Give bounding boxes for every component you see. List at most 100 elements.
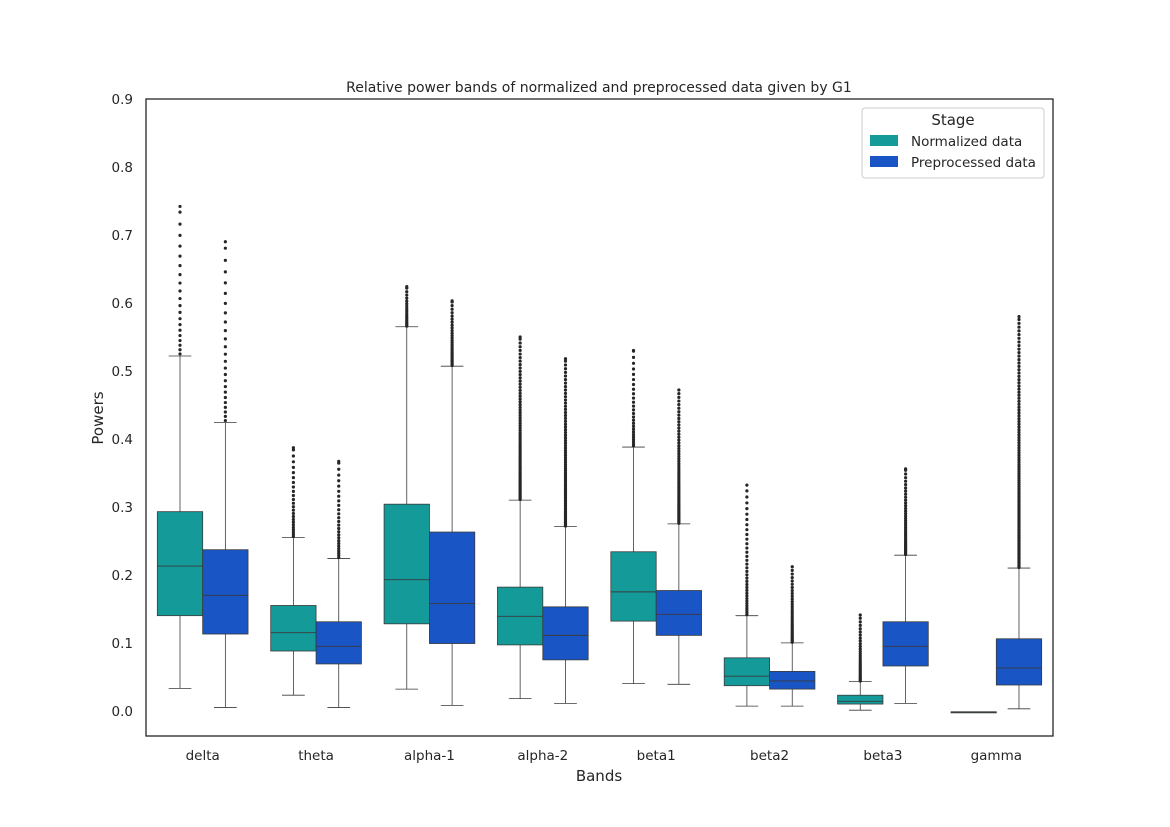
flier-point	[904, 509, 908, 513]
flier-point	[677, 410, 681, 414]
flier-point	[1017, 428, 1021, 432]
flier-point	[1017, 314, 1021, 319]
flier-point	[337, 484, 341, 488]
flier-point	[223, 301, 227, 305]
flier-point	[563, 446, 568, 450]
flier-point	[337, 499, 341, 503]
flier-point	[1017, 460, 1021, 464]
box-body	[655, 590, 702, 636]
flier-point	[337, 551, 341, 555]
flier-point	[450, 307, 454, 311]
flier-point	[405, 293, 409, 297]
flier-point	[790, 572, 794, 576]
flier-point	[450, 331, 454, 335]
flier-point	[518, 394, 522, 398]
chart-title: Relative power bands of normalized and p…	[346, 80, 852, 96]
flier-point	[904, 504, 908, 508]
box-beta1-preprocessed	[655, 388, 702, 685]
flier-point	[563, 395, 568, 399]
flier-point	[518, 435, 522, 439]
flier-point	[518, 431, 522, 435]
x-tick-label-beta1: beta1	[637, 748, 676, 764]
flier-point	[563, 451, 568, 455]
flier-point	[1017, 474, 1021, 478]
flier-point	[677, 429, 681, 433]
flier-point	[291, 520, 295, 524]
flier-point	[291, 501, 295, 505]
flier-point	[745, 585, 749, 590]
flier-point	[518, 411, 522, 415]
flier-point	[178, 310, 182, 314]
flier-point	[518, 376, 522, 380]
flier-point	[1017, 384, 1021, 388]
flier-point	[1017, 456, 1021, 460]
flier-point	[518, 440, 522, 444]
flier-point	[1017, 321, 1021, 325]
flier-point	[291, 446, 295, 450]
flier-point	[518, 356, 522, 360]
flier-point	[790, 591, 794, 596]
flier-point	[677, 399, 681, 403]
flier-point	[631, 424, 636, 428]
flier-point	[904, 516, 908, 521]
flier-point	[904, 512, 908, 516]
flier-point	[563, 438, 568, 443]
flier-point	[563, 367, 568, 371]
flier-point	[677, 391, 681, 396]
flier-point	[631, 367, 636, 371]
flier-point	[1017, 357, 1021, 362]
flier-point	[790, 579, 794, 583]
flier-point	[450, 326, 454, 330]
flier-point	[631, 382, 636, 387]
flier-point	[178, 352, 182, 356]
flier-point	[223, 410, 227, 414]
x-tick-label-theta: theta	[298, 748, 334, 764]
box-beta3-normalized	[837, 613, 884, 711]
box-alpha-2-preprocessed	[542, 357, 589, 704]
flier-point	[858, 654, 862, 658]
flier-point	[178, 204, 182, 209]
flier-point	[745, 576, 749, 580]
flier-point	[1017, 351, 1021, 355]
flier-point	[518, 397, 522, 401]
legend-label-normalized: Normalized data	[911, 134, 1022, 150]
flier-point	[677, 413, 681, 417]
flier-point	[631, 377, 636, 382]
legend-label-preprocessed: Preprocessed data	[911, 155, 1036, 171]
flier-point	[904, 486, 908, 490]
flier-point	[518, 341, 522, 345]
flier-point	[518, 385, 522, 389]
flier-point	[563, 448, 568, 453]
flier-point	[1017, 347, 1021, 351]
flier-point	[178, 264, 182, 268]
flier-point	[563, 381, 568, 385]
flier-point	[677, 449, 681, 453]
flier-point	[631, 361, 636, 365]
flier-point	[858, 647, 862, 651]
flier-point	[677, 457, 681, 461]
flier-point	[790, 594, 794, 598]
legend-box	[861, 107, 1045, 179]
flier-point	[337, 473, 341, 477]
flier-point	[518, 359, 522, 363]
flier-point	[677, 388, 681, 392]
flier-point	[291, 480, 295, 485]
flier-point	[291, 525, 295, 530]
flier-point	[1017, 433, 1021, 437]
flier-point	[405, 302, 409, 306]
flier-point	[518, 379, 522, 383]
y-tick-label: 0.3	[112, 500, 133, 516]
flier-point	[223, 258, 227, 262]
flier-point	[790, 602, 794, 607]
flier-point	[1017, 417, 1021, 421]
box-body	[882, 621, 929, 667]
box-gamma-normalized	[950, 711, 997, 714]
flier-point	[677, 459, 681, 463]
flier-point	[518, 382, 522, 386]
flier-point	[291, 511, 295, 516]
flier-point	[790, 582, 794, 586]
flier-point	[745, 523, 749, 527]
flier-point	[904, 472, 908, 476]
flier-point	[858, 639, 862, 643]
flier-point	[1017, 325, 1021, 329]
